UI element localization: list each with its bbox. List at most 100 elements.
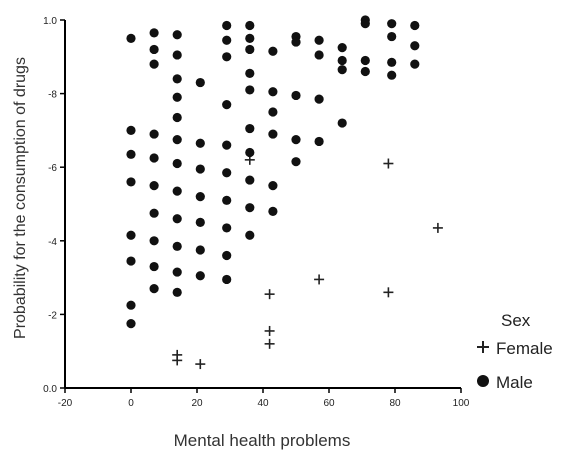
male-point	[126, 300, 136, 310]
male-point	[410, 59, 420, 69]
male-point	[222, 20, 232, 31]
male-point	[291, 37, 301, 47]
male-point	[195, 164, 205, 174]
male-point	[172, 214, 182, 224]
y-tick-label: 0.0	[43, 384, 57, 395]
legend-female-marker-icon	[477, 341, 489, 353]
male-point	[172, 135, 182, 145]
male-point	[126, 125, 136, 135]
male-point	[126, 256, 136, 266]
male-point	[172, 186, 182, 196]
male-point	[149, 153, 159, 163]
male-point	[245, 44, 255, 55]
male-point	[268, 46, 278, 56]
male-point	[195, 245, 205, 255]
male-point	[245, 33, 255, 44]
male-point	[195, 217, 205, 227]
male-point	[195, 192, 205, 202]
male-point	[291, 90, 301, 101]
male-point	[410, 20, 420, 31]
male-point	[387, 57, 397, 67]
male-point	[222, 140, 232, 150]
y-tick-label: -6	[48, 163, 57, 174]
male-point	[387, 70, 397, 80]
male-point	[360, 19, 370, 29]
male-point	[172, 267, 182, 277]
x-tick-label: 40	[257, 398, 269, 409]
female-point	[314, 274, 325, 285]
male-point	[222, 250, 232, 261]
y-tick-label: -2	[48, 310, 57, 321]
legend-label-male: Male	[496, 373, 533, 392]
male-point	[291, 135, 301, 145]
male-point	[268, 181, 278, 191]
legend-male-marker-icon	[477, 375, 489, 387]
male-point	[172, 287, 182, 297]
male-point	[314, 94, 324, 104]
male-point	[172, 112, 182, 123]
x-tick-label: 80	[389, 398, 401, 409]
male-point	[245, 203, 255, 213]
female-point	[383, 158, 394, 169]
y-tick-label: -4	[48, 237, 57, 248]
x-tick-label: 20	[191, 398, 203, 409]
male-point	[337, 43, 347, 53]
male-point	[149, 236, 159, 246]
male-point	[172, 158, 182, 169]
male-point	[195, 138, 205, 148]
male-point	[172, 92, 182, 102]
male-point	[245, 175, 255, 185]
male-point	[149, 44, 159, 55]
male-point	[245, 85, 255, 95]
male-point	[222, 223, 232, 233]
female-point	[264, 289, 275, 300]
male-point	[245, 230, 255, 240]
male-point	[245, 20, 255, 31]
male-point	[314, 35, 324, 45]
male-point	[410, 41, 420, 51]
male-point	[360, 55, 370, 66]
male-point	[149, 59, 159, 69]
male-point	[172, 241, 182, 251]
male-point	[149, 208, 159, 218]
male-point	[126, 319, 136, 329]
female-point	[432, 222, 443, 233]
male-point	[314, 136, 324, 147]
x-tick-label: 0	[128, 398, 134, 409]
y-axis-label: Probability for the consumption of drugs	[12, 57, 29, 339]
male-point	[268, 87, 278, 97]
male-point	[245, 123, 255, 134]
y-tick-label: -8	[48, 90, 57, 101]
male-point	[268, 107, 278, 117]
male-point	[126, 230, 136, 240]
male-point	[172, 50, 182, 60]
female-point	[264, 338, 275, 349]
male-point	[222, 35, 232, 45]
female-point	[264, 325, 275, 336]
x-tick-label: 100	[453, 398, 470, 409]
male-point	[268, 206, 278, 216]
y-tick-label: 1.0	[43, 16, 57, 27]
male-point	[291, 157, 301, 167]
male-point	[195, 77, 205, 88]
female-point	[195, 359, 206, 370]
male-point	[149, 284, 159, 294]
male-point	[149, 28, 159, 38]
plot-area: -20 0 20 40 60 80 100 0.0 -2 -4 -6 -8 1.0	[43, 15, 470, 409]
male-point	[337, 65, 347, 75]
male-point	[387, 19, 397, 29]
male-point	[337, 118, 347, 128]
male-point	[126, 149, 136, 159]
x-tick-label: 60	[323, 398, 335, 409]
male-point	[387, 31, 397, 42]
male-point	[337, 55, 347, 66]
male-point	[172, 30, 182, 40]
male-point	[268, 129, 278, 139]
legend: Sex Female Male	[477, 311, 553, 392]
male-point	[149, 261, 159, 272]
male-point	[195, 271, 205, 281]
male-point	[245, 68, 255, 78]
male-point	[172, 74, 182, 84]
x-tick-label: -20	[58, 398, 73, 409]
